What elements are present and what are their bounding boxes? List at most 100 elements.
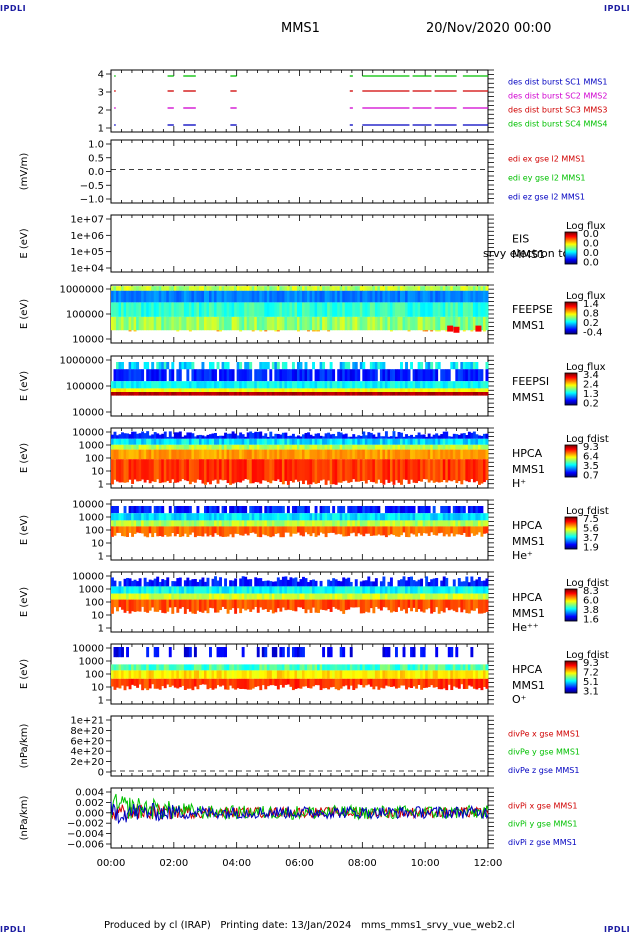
heatmap-cell xyxy=(392,302,396,317)
heatmap-cell xyxy=(317,678,321,686)
heatmap-cell xyxy=(460,286,464,291)
heatmap-cell xyxy=(161,599,165,613)
heatmap-cell xyxy=(261,369,265,382)
heatmap-cell xyxy=(281,576,285,587)
heatmap-cell xyxy=(254,290,258,303)
heatmap-cell xyxy=(296,435,300,439)
heatmap-cell xyxy=(317,520,321,527)
heatmap-cell xyxy=(465,593,469,600)
heatmap-cell xyxy=(183,290,187,303)
heatmap-cell xyxy=(244,576,248,587)
heatmap-cell xyxy=(422,449,426,460)
heatmap-cell xyxy=(442,369,446,382)
heatmap-cell xyxy=(261,392,265,396)
heatmap-cell xyxy=(337,444,341,450)
heatmap-cell xyxy=(372,513,376,521)
heatmap-cell xyxy=(246,599,250,610)
heatmap-cell xyxy=(309,388,313,392)
heatmap-cell xyxy=(196,438,200,445)
heatmap-cell xyxy=(379,664,383,671)
heatmap-cell xyxy=(141,449,145,460)
heatmap-cell xyxy=(312,678,315,687)
heatmap-cell xyxy=(319,593,323,600)
heatmap-cell xyxy=(251,664,255,671)
heatmap-cell xyxy=(395,599,398,612)
heatmap-cell xyxy=(121,449,124,460)
heatmap-cell xyxy=(173,290,177,303)
heatmap-cell xyxy=(324,381,328,389)
heatmap-cell xyxy=(193,593,197,600)
heatmap-cell xyxy=(332,449,336,460)
heatmap-cell xyxy=(302,290,305,303)
heatmap-cell xyxy=(261,520,265,527)
colorbar-cell xyxy=(565,597,577,599)
heatmap-cell xyxy=(118,520,122,527)
heatmap-cell xyxy=(389,670,393,679)
heatmap-cell xyxy=(226,388,230,392)
heatmap-cell xyxy=(111,520,114,527)
heatmap-cell xyxy=(126,678,129,687)
heatmap-cell xyxy=(462,362,466,370)
heatmap-cell xyxy=(312,459,315,483)
heatmap-cell xyxy=(203,593,207,600)
heatmap-cell xyxy=(141,593,145,600)
heatmap-cell xyxy=(141,664,145,671)
heatmap-cell xyxy=(462,381,466,389)
heatmap-cell xyxy=(314,286,318,291)
heatmap-cell xyxy=(327,286,331,291)
heatmap-cell xyxy=(259,586,263,594)
heatmap-cell xyxy=(465,435,469,439)
heatmap-cell xyxy=(354,664,358,671)
heatmap-cell xyxy=(286,388,290,392)
heatmap-cell xyxy=(357,438,361,445)
heatmap-cell xyxy=(146,369,150,382)
heatmap-cell xyxy=(470,520,474,527)
heatmap-cell xyxy=(183,678,187,690)
heatmap-cell xyxy=(427,438,431,445)
heatmap-cell xyxy=(452,381,456,389)
heatmap-cell xyxy=(131,586,135,594)
heatmap-cell xyxy=(337,302,341,317)
colorbar-cell xyxy=(565,247,577,249)
heatmap-cell xyxy=(392,670,396,679)
heatmap-cell xyxy=(480,286,484,291)
heatmap-cell xyxy=(359,586,363,594)
heatmap-cell xyxy=(460,369,464,382)
heatmap-cell xyxy=(219,302,222,317)
heatmap-cell xyxy=(450,302,454,317)
heatmap-cell xyxy=(203,381,207,389)
heatmap-cell xyxy=(392,593,396,600)
heatmap-cell xyxy=(485,369,489,382)
heatmap-cell xyxy=(480,586,484,594)
heatmap-cell xyxy=(214,392,217,396)
heatmap-cell xyxy=(430,290,434,303)
heatmap-cell xyxy=(412,506,416,514)
colorbar-cell xyxy=(565,469,577,471)
heatmap-cell xyxy=(425,290,429,303)
heatmap-cell xyxy=(221,435,225,439)
heatmap-cell xyxy=(196,290,200,303)
heatmap-cell xyxy=(457,678,461,689)
heatmap-cell xyxy=(349,290,353,303)
heatmap-cell xyxy=(246,670,250,679)
heatmap-cell xyxy=(281,290,285,303)
heatmap-cell xyxy=(440,302,444,317)
heatmap-cell xyxy=(113,513,117,521)
heatmap-cell xyxy=(121,369,124,382)
y-tick-label: 0.0 xyxy=(88,167,104,178)
heatmap-cell xyxy=(219,388,222,392)
heatmap-cell xyxy=(425,526,429,534)
heatmap-cell xyxy=(440,434,444,439)
heatmap-cell xyxy=(342,392,346,396)
heatmap-cell xyxy=(118,302,122,317)
heatmap-cell xyxy=(219,438,222,445)
heatmap-cell xyxy=(347,388,351,392)
heatmap-cell xyxy=(266,444,270,450)
heatmap-cell xyxy=(417,369,421,382)
heatmap-cell xyxy=(369,438,373,445)
heatmap-cell xyxy=(296,302,300,317)
heatmap-cell xyxy=(457,526,461,535)
heatmap-cell xyxy=(173,302,177,317)
heatmap-cell xyxy=(116,381,119,389)
heatmap-cell xyxy=(427,582,431,587)
